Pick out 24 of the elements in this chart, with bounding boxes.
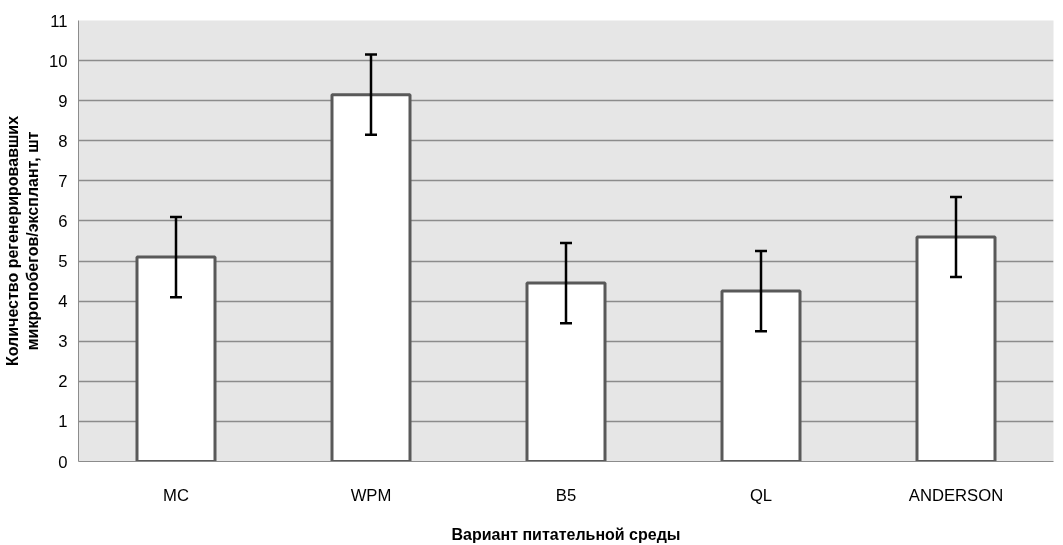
y-tick-label: 8: [58, 131, 68, 151]
y-tick-label: 4: [58, 292, 68, 312]
y-tick-label: 7: [58, 171, 68, 191]
y-tick-label: 5: [58, 252, 68, 272]
y-axis-title: Количество регенерировавших микропобегов/эксплант, шт: [3, 115, 41, 367]
y-tick-label: 9: [58, 91, 68, 111]
y-tick-label: 1: [58, 412, 68, 432]
x-tick-label: MC: [163, 485, 189, 505]
y-tick-label: 6: [58, 211, 68, 231]
bar: [525, 281, 607, 462]
x-tick-label: QL: [749, 485, 773, 505]
y-tick-label: 0: [58, 452, 68, 472]
y-tick-label: 2: [58, 372, 68, 392]
bar: [135, 255, 217, 462]
x-tick-label: ANDERSON: [908, 485, 1004, 505]
y-tick-label: 11: [50, 11, 68, 31]
x-tick-label: WPM: [350, 485, 392, 505]
bar: [330, 93, 412, 462]
x-axis-title: Вариант питательной среды: [451, 525, 681, 543]
bar: [720, 289, 802, 462]
y-tick-label: 3: [58, 332, 68, 352]
y-tick-label: 10: [48, 51, 68, 71]
bar: [915, 235, 997, 462]
x-tick-label: B5: [555, 485, 577, 505]
